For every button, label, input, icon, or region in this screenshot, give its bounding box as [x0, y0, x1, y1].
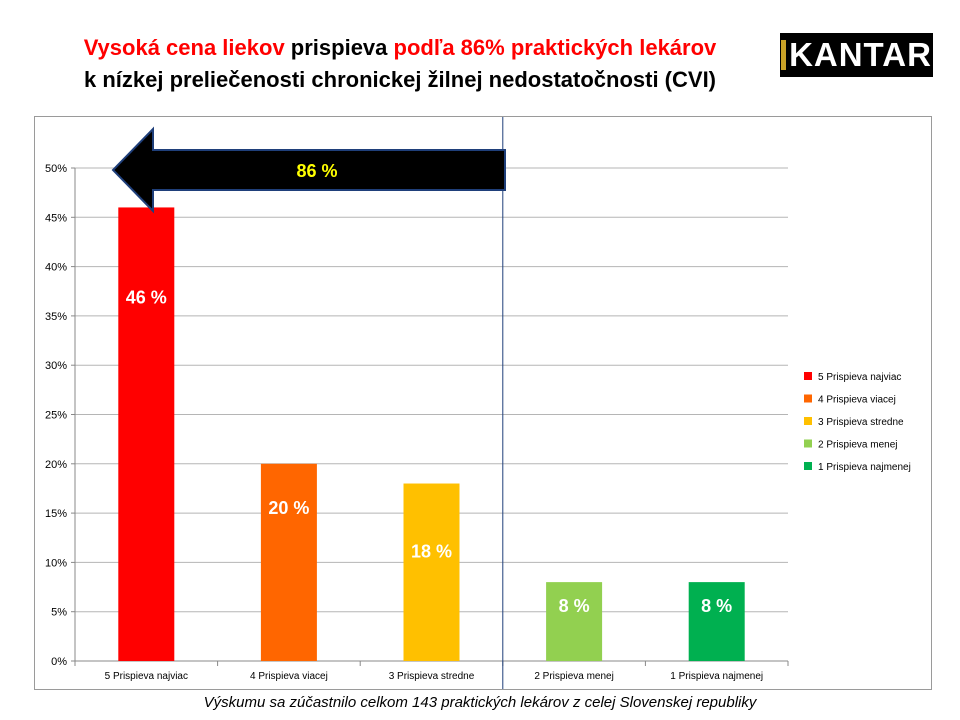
title-mid: prispieva: [284, 35, 394, 60]
x-category-label: 4 Prispieva viacej: [250, 671, 328, 682]
footnote: Výskumu sa zúčastnilo celkom 143 praktic…: [203, 694, 757, 711]
bar: [546, 582, 603, 661]
bar-data-label: 20 %: [268, 498, 309, 518]
y-tick-label: 20%: [45, 459, 67, 471]
legend-label: 1 Prispieva najmenej: [818, 462, 911, 473]
logo-accent-bar: [781, 40, 787, 70]
title-line-2: k nízkej preliečenosti chronickej žilnej…: [83, 67, 717, 92]
y-tick-label: 5%: [51, 607, 67, 619]
bar-data-label: 8 %: [559, 596, 590, 616]
summary-arrow: [111, 126, 506, 214]
y-tick-label: 50%: [45, 163, 67, 175]
bar-data-label: 18 %: [411, 542, 452, 562]
legend-label: 5 Prispieva najviac: [818, 372, 901, 383]
x-category-label: 2 Prispieva menej: [534, 671, 613, 682]
x-category-label: 5 Prispieva najviac: [105, 671, 188, 682]
legend-swatch: [804, 439, 812, 448]
bar: [118, 207, 175, 661]
title-highlight-2: podľa 86% praktických lekárov: [393, 35, 717, 60]
bar-data-label: 8 %: [701, 596, 732, 616]
legend-label: 3 Prispieva stredne: [818, 417, 904, 428]
chart-title: Vysoká cena liekov prispieva podľa 86% p…: [40, 32, 760, 96]
title-highlight-1: Vysoká cena liekov: [83, 35, 285, 60]
y-tick-label: 30%: [45, 360, 67, 372]
y-tick-label: 10%: [45, 557, 67, 569]
chart-frame: [34, 116, 932, 690]
y-tick-label: 35%: [45, 311, 67, 323]
kantar-logo: KANTAR: [780, 33, 933, 77]
y-tick-label: 0%: [51, 656, 67, 668]
y-tick-label: 45%: [45, 212, 67, 224]
legend-swatch: [804, 462, 812, 470]
bar: [403, 483, 460, 661]
legend-swatch: [804, 394, 812, 403]
logo-text: KANTAR: [789, 36, 932, 73]
x-category-label: 3 Prispieva stredne: [389, 671, 475, 682]
legend-label: 2 Prispieva menej: [818, 440, 897, 451]
bar-data-label: 46 %: [126, 287, 167, 307]
bar: [260, 463, 317, 661]
summary-arrow-label: 86 %: [296, 161, 337, 181]
legend-swatch: [804, 372, 812, 380]
y-tick-label: 15%: [45, 508, 67, 520]
x-category-label: 1 Prispieva najmenej: [670, 671, 763, 682]
legend-swatch: [804, 417, 812, 425]
title-line-1: Vysoká cena liekov prispieva podľa 86% p…: [40, 32, 760, 64]
y-tick-label: 25%: [45, 410, 67, 422]
bar: [688, 582, 745, 661]
y-tick-label: 40%: [45, 262, 67, 274]
legend-label: 4 Prispieva viacej: [818, 395, 896, 406]
